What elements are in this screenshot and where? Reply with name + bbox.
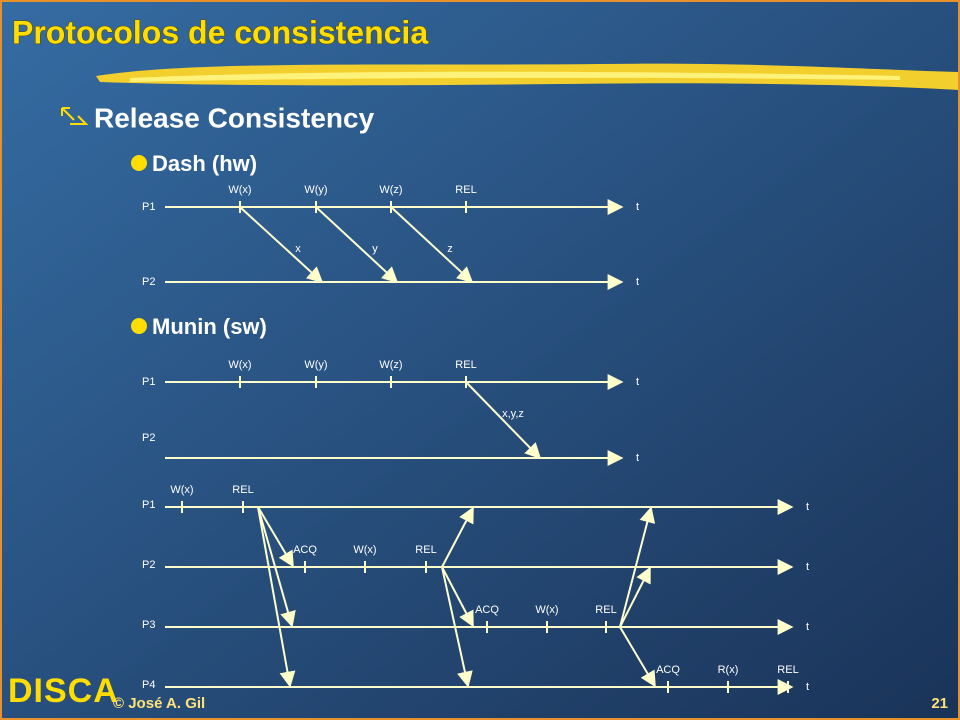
message-arrow (315, 206, 399, 284)
time-label: t (636, 201, 639, 213)
event-label: W(x) (170, 484, 193, 496)
message-arrow (465, 381, 542, 460)
event-label: ACQ (656, 664, 680, 676)
page-number: 21 (931, 695, 948, 712)
message-label: z (447, 243, 453, 255)
section-heading: Dash (hw) (152, 151, 257, 176)
bullet-text: Release Consistency (94, 102, 375, 133)
time-label: t (636, 376, 639, 388)
message-arrow (257, 506, 296, 688)
event-label: W(x) (228, 184, 251, 196)
message-arrow (619, 506, 656, 628)
logo: DISCA (8, 672, 119, 710)
event-label: W(y) (304, 359, 327, 371)
process-label: P2 (142, 559, 155, 571)
bullet-icon (61, 107, 89, 125)
event-label: R(x) (718, 664, 739, 676)
bullet-dot (131, 155, 147, 171)
process-label: P3 (142, 619, 155, 631)
message-arrow (257, 506, 294, 568)
process-label: P2 (142, 276, 155, 288)
process-label: P1 (142, 201, 155, 213)
message-arrow (441, 566, 474, 628)
event-label: W(z) (379, 184, 402, 196)
message-arrow (619, 566, 651, 628)
event-label: W(x) (353, 544, 376, 556)
time-label: t (806, 621, 809, 633)
message-arrow (257, 506, 296, 628)
event-label: REL (455, 359, 476, 371)
brush-highlight (130, 71, 900, 82)
process-label: P2 (142, 432, 155, 444)
time-label: t (636, 276, 639, 288)
event-label: ACQ (475, 604, 499, 616)
event-label: W(y) (304, 184, 327, 196)
event-label: REL (455, 184, 476, 196)
event-label: ACQ (293, 544, 317, 556)
message-label: y (372, 243, 378, 255)
time-label: t (806, 561, 809, 573)
time-label: t (806, 501, 809, 513)
event-label: W(z) (379, 359, 402, 371)
message-arrow (441, 506, 474, 568)
message-label: x (295, 243, 301, 255)
event-label: W(x) (535, 604, 558, 616)
event-label: REL (595, 604, 616, 616)
event-label: REL (232, 484, 253, 496)
process-label: P4 (142, 679, 155, 691)
event-label: REL (415, 544, 436, 556)
message-label: x,y,z (502, 408, 524, 420)
author: © José A. Gil (113, 695, 205, 712)
bullet-dot (131, 318, 147, 334)
title: Protocolos de consistencia (12, 14, 428, 50)
time-label: t (806, 681, 809, 693)
message-arrow (619, 626, 656, 688)
diagrams: P1 t W(x) W(y) W(z) REL P2 t x y z P1 t W(x) W(y) W(z) R… (142, 184, 809, 695)
message-arrow (239, 206, 324, 284)
section-heading: Munin (sw) (152, 314, 267, 339)
process-label: P1 (142, 499, 155, 511)
time-label: t (636, 452, 639, 464)
event-label: W(x) (228, 359, 251, 371)
message-arrow (441, 566, 473, 688)
message-arrow (390, 206, 474, 284)
process-label: P1 (142, 376, 155, 388)
event-label: REL (777, 664, 798, 676)
